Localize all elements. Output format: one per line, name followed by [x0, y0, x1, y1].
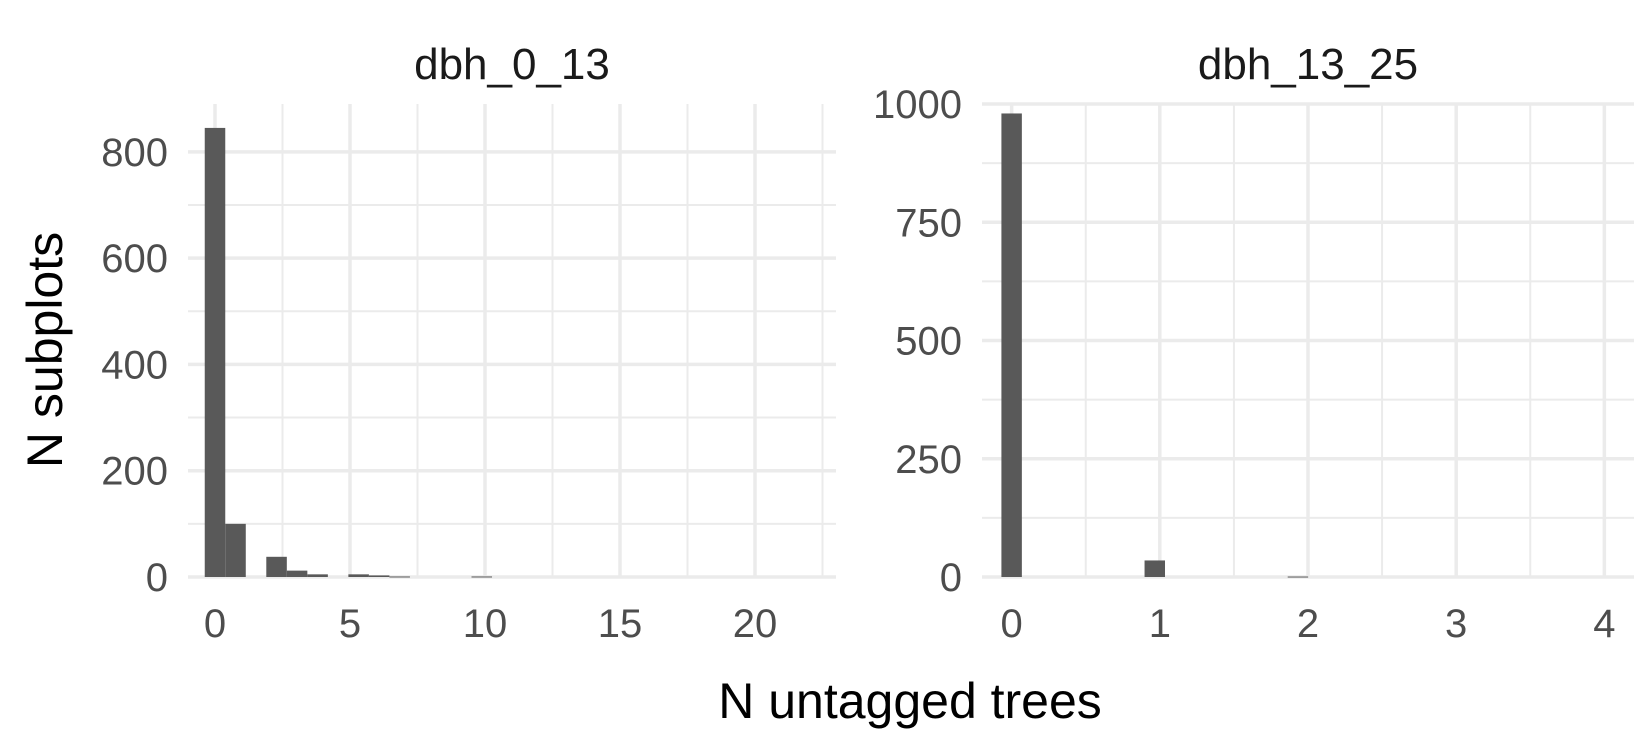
- facet-title: dbh_13_25: [1198, 40, 1418, 89]
- x-tick-label: 20: [733, 602, 778, 646]
- x-tick-label: 3: [1445, 602, 1467, 646]
- x-tick-label: 4: [1593, 602, 1615, 646]
- x-tick-label: 0: [1001, 602, 1023, 646]
- y-axis-title: N subplots: [17, 232, 73, 468]
- histogram-bar: [1144, 560, 1166, 577]
- x-tick-label: 1: [1149, 602, 1171, 646]
- x-tick-label: 0: [204, 602, 226, 646]
- histogram-bar: [204, 127, 226, 577]
- x-tick-label: 10: [463, 602, 508, 646]
- facet-panel-2: 0 1 2 3 4 0 250 500 750 1000 dbh_13_25: [873, 40, 1634, 646]
- histogram-bar: [389, 576, 410, 578]
- y-tick-label: 0: [940, 556, 962, 600]
- y-tick-label: 500: [895, 320, 962, 364]
- histogram-bar: [225, 523, 246, 577]
- histogram-bar: [471, 576, 493, 578]
- histogram-bar: [1287, 576, 1309, 578]
- histogram-bar: [307, 574, 328, 577]
- histogram-bar: [1001, 113, 1022, 578]
- x-tick-label: 2: [1297, 602, 1319, 646]
- facet-title: dbh_0_13: [414, 40, 610, 89]
- y-tick-label: 750: [895, 201, 962, 245]
- y-tick-label: 800: [101, 131, 168, 175]
- histogram-bar: [286, 570, 308, 577]
- y-tick-label: 600: [101, 237, 168, 281]
- y-tick-label: 400: [101, 343, 168, 387]
- y-tick-label: 0: [146, 556, 168, 600]
- y-tick-label: 200: [101, 450, 168, 494]
- histogram-bar: [368, 575, 390, 577]
- x-axis-title: N untagged trees: [718, 673, 1102, 729]
- x-tick-label: 15: [598, 602, 643, 646]
- histogram-bar: [266, 556, 287, 577]
- y-tick-label: 250: [895, 438, 962, 482]
- histogram-bar: [348, 574, 369, 577]
- y-tick-label: 1000: [873, 83, 962, 127]
- x-tick-label: 5: [339, 602, 361, 646]
